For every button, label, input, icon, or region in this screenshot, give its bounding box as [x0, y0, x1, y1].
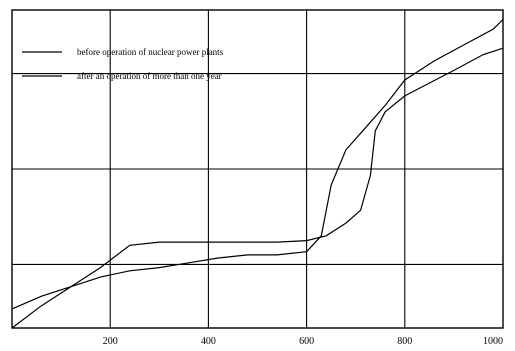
x-tick-label-1000: 1000: [483, 336, 503, 347]
series-line-2: [11, 47, 504, 329]
x-tick-labels: 200 400 600 800 1000: [103, 336, 503, 347]
plot-border: [11, 9, 504, 329]
legend-label-2: after an operation of more than one year: [77, 71, 222, 81]
x-tick-label-400: 400: [201, 336, 216, 347]
x-tick-label-200: 200: [103, 336, 118, 347]
legend: before operation of nuclear power plants…: [22, 47, 224, 81]
series-line-1: [11, 19, 504, 310]
x-tick-label-800: 800: [397, 336, 412, 347]
x-tick-label-600: 600: [299, 336, 314, 347]
legend-label-1: before operation of nuclear power plants: [77, 47, 224, 57]
grid-layer: [12, 10, 503, 328]
series-layer: [11, 19, 504, 329]
plot-frame: [11, 9, 504, 329]
